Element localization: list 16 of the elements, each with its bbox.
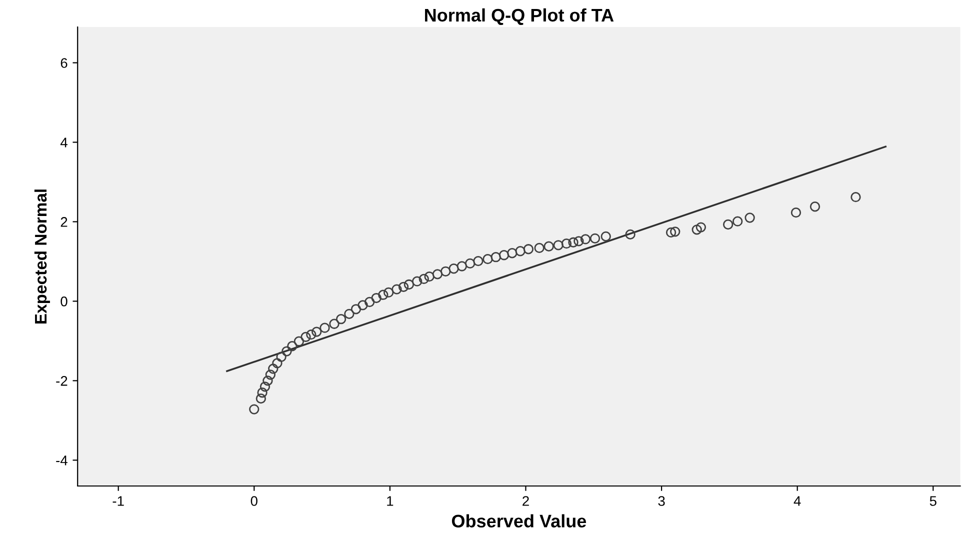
- x-tick-label: 2: [522, 496, 529, 506]
- y-tick-label: 6: [60, 58, 68, 68]
- x-tick-label: 5: [930, 496, 936, 506]
- x-tick-label: 3: [658, 496, 665, 506]
- y-tick-label: 0: [60, 296, 68, 306]
- y-tick-label: -2: [56, 376, 68, 386]
- y-tick-label: -4: [56, 456, 68, 466]
- x-axis-title: Observed Value: [452, 514, 586, 528]
- x-tick-label: -1: [112, 496, 124, 506]
- chart-title: Normal Q-Q Plot of TA: [425, 8, 614, 25]
- y-axis-title: Expected Normal: [34, 190, 50, 324]
- x-tick-label: 4: [794, 496, 801, 506]
- y-tick-label: 4: [60, 138, 68, 148]
- x-tick-label: 0: [250, 496, 258, 506]
- x-tick-label: 1: [387, 496, 394, 506]
- y-tick-label: 2: [60, 217, 68, 227]
